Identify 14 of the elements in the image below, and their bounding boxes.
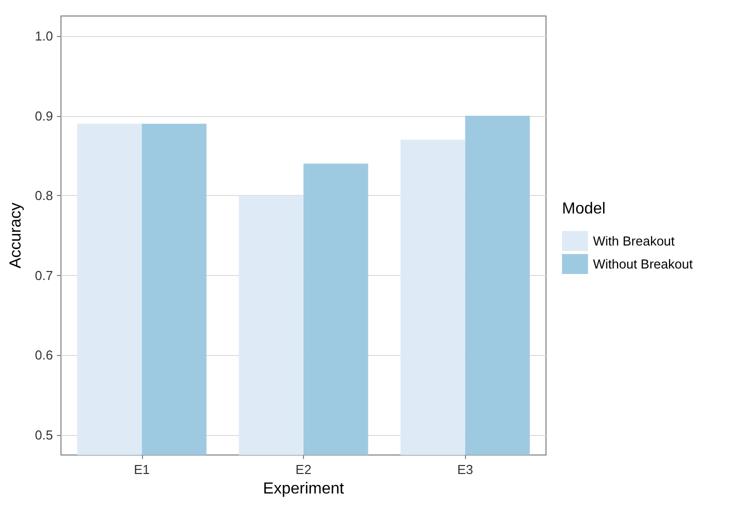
- legend-label: Without Breakout: [593, 256, 694, 272]
- x-tick-label: E3: [457, 462, 474, 477]
- y-tick-label: 1.0: [34, 28, 53, 44]
- y-tick-label: 0.6: [34, 348, 53, 363]
- y-axis-title: Accuracy: [8, 202, 24, 268]
- legend-label: With Breakout: [593, 234, 676, 248]
- x-axis-title: Experiment: [263, 480, 344, 498]
- y-tick-label: 0.9: [34, 108, 53, 124]
- x-tick-label: E2: [296, 462, 312, 477]
- legend-title: Model: [562, 200, 606, 218]
- y-tick-label: 0.8: [34, 188, 53, 204]
- x-tick-label: E1: [134, 462, 150, 477]
- y-tick-label: 0.7: [34, 268, 53, 283]
- y-tick-label: 0.5: [34, 428, 53, 443]
